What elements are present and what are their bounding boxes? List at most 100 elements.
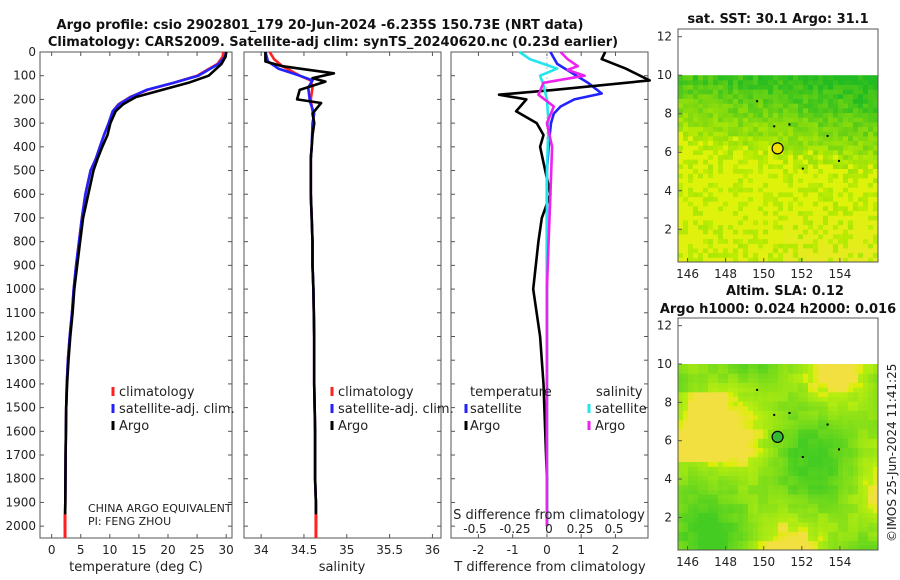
map-cell	[788, 424, 794, 430]
map-cell	[808, 387, 814, 393]
map-cell	[828, 210, 834, 216]
map-cell	[863, 192, 869, 198]
map-cell	[823, 526, 829, 532]
map-cell	[873, 475, 879, 481]
map-cell	[743, 531, 749, 537]
map-cell	[873, 135, 879, 141]
map-cell	[738, 508, 744, 514]
map-cell	[788, 201, 794, 207]
map-cell	[713, 419, 719, 425]
map-cell	[698, 503, 704, 509]
map-cell	[828, 503, 834, 509]
map-cell	[693, 159, 699, 165]
map-cell	[858, 229, 864, 235]
map-cell	[758, 419, 764, 425]
map-cell	[703, 391, 709, 397]
map-cell	[763, 126, 769, 132]
map-cell	[778, 93, 784, 99]
map-cell	[743, 433, 749, 439]
map-cell	[758, 135, 764, 141]
map-cell	[848, 512, 854, 518]
map-cell	[758, 480, 764, 486]
map-cell	[843, 173, 849, 179]
map-cell	[728, 433, 734, 439]
map-cell	[778, 103, 784, 109]
map-cell	[823, 364, 829, 369]
map-cell	[708, 126, 714, 132]
map-cell	[703, 93, 709, 99]
map-cell	[858, 475, 864, 481]
map-cell	[853, 419, 859, 425]
map-cell	[858, 378, 864, 383]
map-cell	[678, 177, 684, 183]
map-cell	[718, 405, 724, 411]
map-cell	[693, 229, 699, 235]
map-cell	[773, 163, 779, 169]
map-cell	[813, 145, 819, 151]
map-cell	[853, 498, 859, 504]
map-cell	[728, 410, 734, 416]
map-cell	[768, 405, 774, 411]
x-tick-label: -1	[507, 543, 519, 557]
map-cell	[823, 206, 829, 212]
map-cell	[748, 252, 754, 258]
map-cell	[803, 536, 809, 542]
map-cell	[728, 484, 734, 490]
map-cell	[798, 475, 804, 481]
map-cell	[853, 243, 859, 249]
map-cell	[798, 192, 804, 198]
map-cell	[798, 387, 804, 393]
map-cell	[778, 220, 784, 226]
map-cell	[758, 424, 764, 430]
map-cell	[708, 182, 714, 188]
map-cell	[753, 75, 759, 81]
map-cell	[808, 159, 814, 165]
map-cell	[798, 234, 804, 240]
map-cell	[688, 79, 694, 85]
map-cell	[698, 252, 704, 258]
map-cell	[753, 107, 759, 113]
map-cell	[788, 471, 794, 476]
map-cell	[733, 457, 739, 462]
map-cell	[828, 149, 834, 155]
map-cell	[793, 248, 799, 254]
map-cell	[728, 498, 734, 504]
map-cell	[843, 201, 849, 207]
map-cell	[813, 391, 819, 397]
map-cell	[773, 480, 779, 486]
map-cell	[743, 526, 749, 532]
map-cell	[858, 391, 864, 397]
map-cell	[843, 168, 849, 174]
map-cell	[683, 433, 689, 439]
map-cell	[713, 475, 719, 481]
map-cell	[868, 536, 874, 542]
map-cell	[853, 112, 859, 118]
map-cell	[838, 489, 844, 495]
map-cell	[853, 192, 859, 198]
map-cell	[868, 168, 874, 174]
map-cell	[748, 498, 754, 504]
map-cell	[813, 401, 819, 407]
map-cell	[768, 540, 774, 546]
map-cell	[783, 364, 789, 369]
map-cell	[683, 201, 689, 207]
map-cell	[703, 196, 709, 202]
map-cell	[808, 149, 814, 155]
map-cell	[853, 457, 859, 462]
depth-tick-label: 100	[13, 69, 36, 83]
map-cell	[873, 536, 879, 542]
map-cell	[728, 429, 734, 435]
map-cell	[748, 475, 754, 481]
map-cell	[803, 480, 809, 486]
map-cell	[818, 438, 824, 444]
map-cell	[743, 401, 749, 407]
map-cell	[713, 512, 719, 518]
map-cell	[838, 196, 844, 202]
map-cell	[718, 475, 724, 481]
series-line-climatology	[268, 51, 318, 527]
map-cell	[813, 98, 819, 104]
map-cell	[718, 536, 724, 542]
map-cell	[838, 154, 844, 160]
map-cell	[808, 131, 814, 137]
map-cell	[793, 545, 799, 551]
